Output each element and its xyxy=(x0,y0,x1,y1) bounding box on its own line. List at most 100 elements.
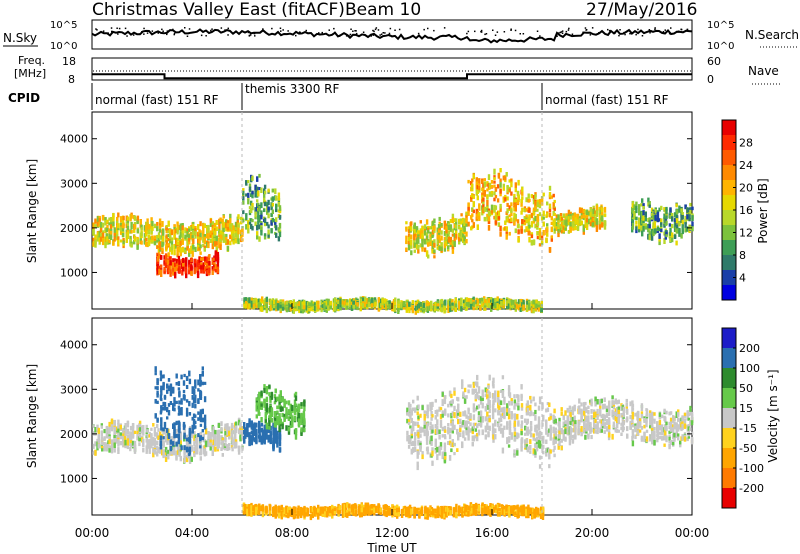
echo-cell xyxy=(179,455,182,462)
echo-cell xyxy=(422,307,426,312)
echo-cell xyxy=(261,306,264,312)
echo-cell xyxy=(173,433,176,439)
echo-cell xyxy=(327,299,330,306)
echo-cell xyxy=(152,452,155,458)
echo-cell xyxy=(250,218,253,222)
echo-cell xyxy=(179,441,182,448)
echo-cell xyxy=(250,193,253,197)
nsearch-dot xyxy=(398,28,401,31)
echo-cell xyxy=(594,210,597,215)
echo-cell xyxy=(377,297,381,301)
echo-cell xyxy=(254,221,257,227)
echo-cell xyxy=(519,303,522,307)
echo-cell xyxy=(565,219,568,224)
echo-cell xyxy=(136,430,139,435)
echo-cell xyxy=(366,302,369,308)
echo-cell xyxy=(221,453,224,457)
echo-cell xyxy=(535,302,538,309)
echo-cell xyxy=(472,299,475,303)
echo-cell xyxy=(231,446,234,452)
echo-cell xyxy=(136,239,140,244)
echo-cell xyxy=(407,233,411,237)
nsearch-dot xyxy=(382,32,384,34)
echo-cell xyxy=(193,450,196,455)
echo-cell xyxy=(589,219,592,224)
echo-cell xyxy=(239,221,243,225)
echo-cell xyxy=(117,423,120,429)
echo-cell xyxy=(251,202,254,207)
echo-cell xyxy=(574,213,577,219)
echo-cell xyxy=(517,238,520,243)
echo-cell xyxy=(471,193,474,198)
echo-cell xyxy=(214,268,217,273)
echo-cell xyxy=(113,227,116,233)
echo-cell xyxy=(230,223,234,229)
echo-cell xyxy=(94,224,97,228)
echo-cell xyxy=(214,230,217,235)
echo-cell xyxy=(421,230,424,234)
echo-cell xyxy=(178,407,181,412)
echo-cell xyxy=(455,230,458,235)
echo-cell xyxy=(191,386,194,391)
echo-cell xyxy=(237,214,240,220)
echo-cell xyxy=(172,271,175,276)
echo-cell xyxy=(159,444,163,450)
echo-cell xyxy=(595,218,599,224)
echo-cell xyxy=(163,260,166,265)
echo-cell xyxy=(271,188,274,193)
echo-cell xyxy=(528,302,531,307)
echo-cell xyxy=(220,427,223,432)
echo-cell xyxy=(514,198,517,203)
echo-cell xyxy=(245,224,248,230)
echo-cell xyxy=(231,429,234,435)
freq-tick-top: 18 xyxy=(62,55,76,68)
nsearch-dot xyxy=(443,27,446,29)
echo-cell xyxy=(159,448,162,454)
echo-cell xyxy=(270,197,273,201)
echo-cell xyxy=(101,448,104,452)
echo-cell xyxy=(260,230,263,236)
echo-cell xyxy=(271,196,274,202)
echo-cell xyxy=(499,231,502,237)
echo-cell xyxy=(449,300,452,307)
echo-cell xyxy=(513,196,516,202)
echo-cell xyxy=(108,230,111,236)
echo-cell xyxy=(188,370,191,375)
echo-cell xyxy=(108,421,111,427)
echo-cell xyxy=(188,378,192,385)
echo-cell xyxy=(182,267,185,272)
echo-cell xyxy=(510,217,513,222)
echo-cell xyxy=(671,213,674,218)
echo-cell xyxy=(493,197,496,202)
echo-cell xyxy=(472,222,475,228)
echo-cell xyxy=(204,261,207,266)
echo-cell xyxy=(589,213,592,217)
echo-cell xyxy=(261,300,264,304)
echo-cell xyxy=(521,302,524,307)
echo-cell xyxy=(130,243,133,248)
echo-cell xyxy=(502,186,505,191)
echo-cell xyxy=(158,265,161,271)
echo-cell xyxy=(364,302,367,306)
echo-cell xyxy=(443,236,447,240)
echo-cell xyxy=(420,302,423,307)
echo-cell xyxy=(139,219,142,225)
echo-cell xyxy=(167,220,170,225)
echo-cell xyxy=(631,219,635,225)
echo-cell xyxy=(462,223,465,230)
echo-cell xyxy=(216,251,220,258)
echo-cell xyxy=(494,298,497,302)
echo-cell xyxy=(413,223,416,230)
echo-cell xyxy=(160,405,163,409)
echo-cell xyxy=(164,457,168,462)
echo-cell xyxy=(199,237,202,241)
nsearch-dot xyxy=(111,31,113,34)
echo-cell xyxy=(417,247,420,254)
echo-cell xyxy=(165,240,168,245)
echo-cell xyxy=(150,229,153,234)
nsky-trace xyxy=(91,28,693,44)
echo-cell xyxy=(162,401,165,407)
echo-cell xyxy=(438,246,441,251)
echo-cell xyxy=(454,307,457,312)
echo-cell xyxy=(167,410,171,416)
